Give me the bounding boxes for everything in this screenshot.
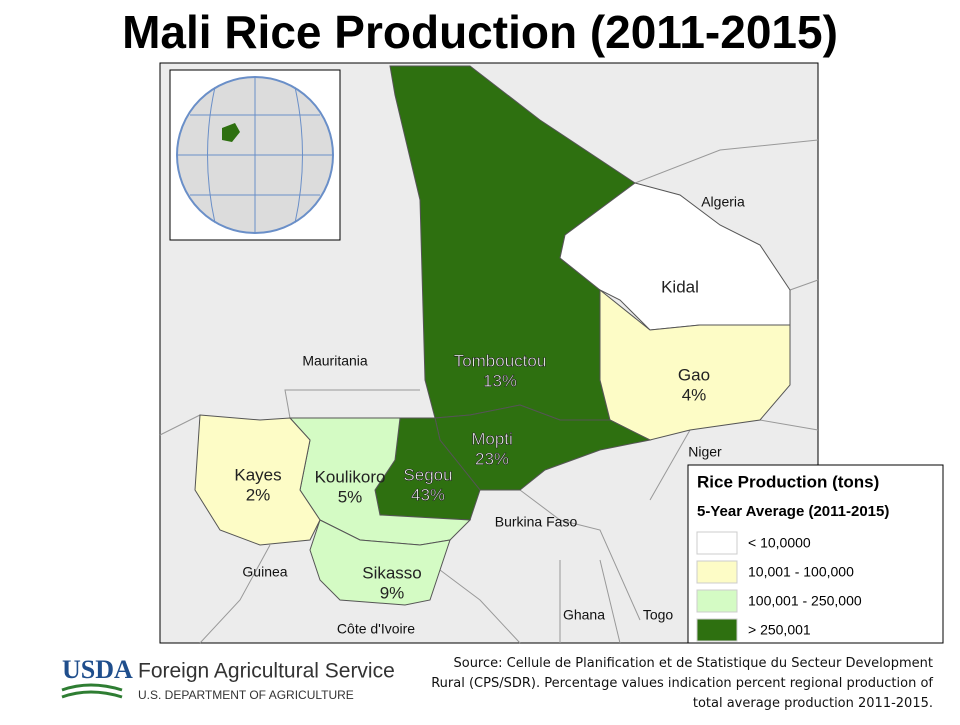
title: Mali Rice Production (2011-2015) — [122, 6, 838, 58]
agency: Foreign Agricultural Service — [138, 660, 395, 683]
legend: Rice Production (tons) 5-Year Average (2… — [687, 464, 944, 644]
country-label: Burkina Faso — [495, 514, 578, 530]
country-label: Togo — [643, 607, 674, 623]
legend-title: Rice Production (tons) — [697, 472, 879, 491]
region — [309, 519, 451, 606]
legend-label: < 10,0000 — [748, 535, 811, 551]
country-label: Algeria — [701, 194, 745, 210]
country-label: Mauritania — [302, 353, 368, 369]
region-share: 5% — [338, 487, 363, 506]
country-label: Guinea — [242, 564, 287, 580]
region-name: Tombouctou — [454, 351, 547, 370]
legend-swatch — [696, 531, 738, 555]
legend-swatch — [696, 560, 738, 584]
region-share: 9% — [380, 583, 405, 602]
country-label: Niger — [688, 444, 722, 460]
inset — [169, 69, 341, 241]
borders — [159, 139, 819, 644]
region-share: 2% — [246, 485, 271, 504]
country-label: Côte d'Ivoire — [337, 621, 415, 637]
region-share: 13% — [483, 371, 517, 390]
region-name: Gao — [678, 365, 710, 384]
region-name: Sikasso — [362, 563, 422, 582]
logo: USDA Foreign Agricultural Service U.S. D… — [61, 655, 395, 702]
legend-label: 10,001 - 100,000 — [748, 564, 854, 580]
legend-label: 100,001 - 250,000 — [748, 593, 862, 609]
region-share: 4% — [682, 385, 707, 404]
department: U.S. DEPARTMENT OF AGRICULTURE — [138, 688, 354, 702]
region-name: Kidal — [661, 277, 699, 296]
country-label: Ghana — [563, 607, 605, 623]
region-name: Kayes — [234, 465, 281, 484]
region-share: 43% — [411, 485, 445, 504]
region-name: Mopti — [471, 429, 513, 448]
logo-text: USDA — [62, 655, 133, 684]
region-share: 23% — [475, 449, 509, 468]
region-name: Koulikoro — [315, 467, 386, 486]
region — [599, 288, 791, 441]
region — [194, 414, 321, 546]
legend-subtitle: 5-Year Average (2011-2015) — [697, 503, 889, 520]
legend-swatch — [696, 589, 738, 613]
region-name: Segou — [403, 465, 452, 484]
source-note: Source: Cellule de Planification et de S… — [431, 656, 933, 711]
legend-label: > 250,001 — [748, 622, 811, 638]
legend-swatch — [696, 618, 738, 642]
